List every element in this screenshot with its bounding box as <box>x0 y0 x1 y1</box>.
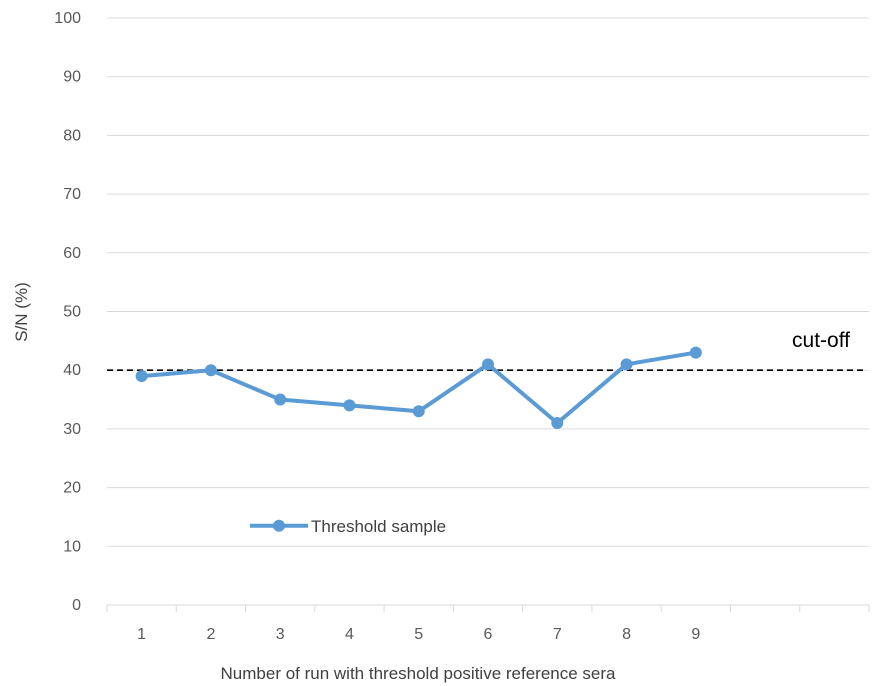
data-point-5 <box>412 405 425 418</box>
x-tick-label-3: 3 <box>276 626 285 643</box>
y-tick-label-40: 40 <box>63 362 81 379</box>
x-tick-label-5: 5 <box>414 626 423 643</box>
series-group <box>135 346 702 430</box>
data-point-7 <box>551 417 564 430</box>
legend: Threshold sample <box>250 517 446 536</box>
y-tick-label-80: 80 <box>63 127 81 144</box>
y-tick-label-90: 90 <box>63 69 81 86</box>
y-tick-label-100: 100 <box>54 10 81 27</box>
y-tick-label-10: 10 <box>63 538 81 555</box>
x-tick-label-9: 9 <box>691 626 700 643</box>
data-point-9 <box>689 346 702 359</box>
x-tick-labels: 1 2 3 4 5 6 7 8 9 <box>137 626 700 643</box>
cutoff-label: cut-off <box>792 329 850 352</box>
x-axis-title: Number of run with threshold positive re… <box>221 664 617 683</box>
x-tick-label-4: 4 <box>345 626 354 643</box>
y-tick-label-70: 70 <box>63 186 81 203</box>
x-axis <box>106 604 870 612</box>
y-tick-labels: 0 10 20 30 40 50 60 70 80 90 100 <box>54 10 81 614</box>
data-point-2 <box>204 364 217 377</box>
y-tick-label-0: 0 <box>72 597 81 614</box>
data-point-3 <box>274 393 287 406</box>
x-tick-label-8: 8 <box>622 626 631 643</box>
x-tick-label-2: 2 <box>206 626 215 643</box>
x-tick-label-6: 6 <box>484 626 493 643</box>
data-point-8 <box>620 358 633 371</box>
data-point-1 <box>135 370 148 383</box>
gridlines <box>107 17 869 547</box>
y-tick-label-50: 50 <box>63 304 81 321</box>
x-tick-label-7: 7 <box>553 626 562 643</box>
legend-marker <box>273 519 285 532</box>
data-point-6 <box>482 358 494 371</box>
y-tick-label-20: 20 <box>63 480 81 497</box>
x-tick-label-1: 1 <box>137 626 146 643</box>
y-tick-label-30: 30 <box>63 421 81 438</box>
y-tick-label-60: 60 <box>63 245 81 262</box>
legend-label: Threshold sample <box>311 517 446 536</box>
data-point-4 <box>343 399 356 412</box>
y-axis-title: S/N (%) <box>12 282 31 342</box>
